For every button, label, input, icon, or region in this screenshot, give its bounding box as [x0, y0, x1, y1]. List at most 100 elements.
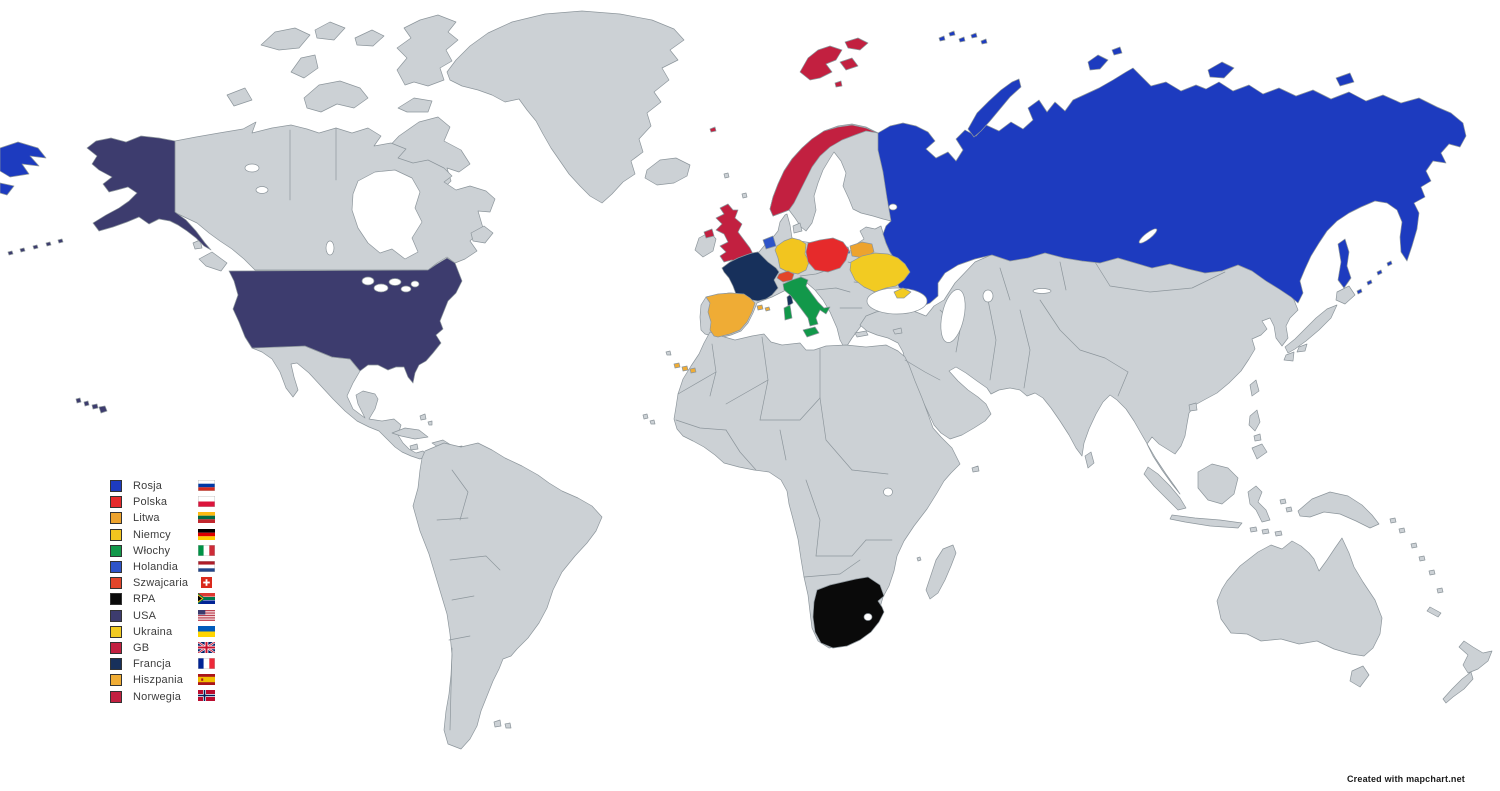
country-ukraine: [849, 252, 911, 293]
color-swatch: [110, 690, 122, 703]
country-russia-chukotka-west: [0, 141, 47, 196]
country-norway-jan-mayen: [709, 126, 717, 133]
banks-island: [290, 54, 319, 79]
legend-item-wlochy: Włochy: [110, 543, 240, 559]
legend-label: RPA: [133, 593, 156, 606]
falkland-islands: [493, 719, 512, 729]
legend-label: Litwa: [133, 512, 160, 525]
sumatra: [1143, 466, 1187, 511]
legend-label: Niemcy: [133, 528, 171, 541]
denmark-zealand: [792, 222, 803, 234]
country-ukraine-crimea: [893, 287, 912, 299]
water-overlays: [244, 163, 1158, 621]
great-lake: [373, 283, 389, 293]
country-gb-n-ireland: [703, 228, 715, 239]
country-italy-sardinia: [783, 304, 793, 321]
legend-label: Rosja: [133, 480, 163, 493]
great-lake: [410, 280, 420, 288]
color-swatch: [110, 480, 122, 493]
legend-label: Hiszpania: [133, 674, 184, 687]
sulawesi: [1247, 485, 1271, 523]
color-swatch: [110, 544, 122, 557]
hudson-bay: [351, 169, 423, 260]
flag-lithuania-icon: [198, 512, 215, 524]
country-netherlands: [762, 235, 777, 250]
country-gb: [715, 203, 755, 265]
legend-label: Francja: [133, 658, 172, 671]
color-swatch: [110, 641, 122, 654]
lesotho-hole: [863, 613, 873, 621]
new-caledonia: [1426, 606, 1442, 618]
lake-ladoga: [888, 203, 898, 211]
mexico-central-america: [251, 345, 428, 460]
color-swatch: [110, 496, 122, 509]
country-south-africa: [812, 576, 885, 649]
country-spain: [705, 292, 756, 338]
legend-label: USA: [133, 609, 157, 622]
madagascar: [925, 544, 957, 600]
flag-spain-icon: [198, 674, 215, 686]
legend-label: Polska: [133, 496, 168, 509]
flag-switzerland-icon: [201, 577, 212, 589]
legend-item-niemcy: Niemcy: [110, 527, 240, 543]
great-slave-lake: [255, 186, 269, 194]
lake-victoria: [883, 487, 893, 497]
country-russia-kurils: [1356, 260, 1393, 295]
country-usa-alaska: [86, 135, 212, 251]
legend-item-ukraina: Ukraina: [110, 624, 240, 640]
color-swatch: [110, 609, 122, 622]
legend-item-francja: Francja: [110, 656, 240, 672]
country-russia-novaya-zemlya: [967, 78, 1022, 138]
flag-france-icon: [198, 658, 215, 670]
legend-item-usa: USA: [110, 608, 240, 624]
crete: [854, 330, 869, 338]
legend-item-norwegia: Norwegia: [110, 688, 240, 704]
cape-verde: [642, 413, 656, 425]
hainan: [1188, 402, 1198, 412]
faroe-islands: [723, 172, 730, 179]
flag-uk-icon: [198, 641, 215, 653]
great-lake: [388, 278, 402, 286]
devon-island: [397, 97, 433, 113]
country-italy: [782, 276, 831, 327]
flag-netherlands-icon: [198, 560, 215, 572]
lesser-sunda: [1249, 526, 1283, 537]
legend-label: Ukraina: [133, 625, 173, 638]
japan: [1283, 285, 1356, 362]
legend-label: Szwajcaria: [133, 577, 189, 590]
tasmania: [1349, 665, 1370, 688]
lake-balkhash: [1032, 288, 1052, 294]
iceland: [644, 157, 691, 186]
country-lithuania: [849, 241, 875, 259]
legend-item-rpa: RPA: [110, 591, 240, 607]
legend-label: Norwegia: [133, 690, 182, 703]
lake-winnipeg: [325, 240, 335, 256]
flag-ukraine-icon: [198, 625, 215, 637]
caspian-sea: [940, 289, 966, 343]
color-swatch: [110, 674, 122, 687]
taiwan: [1249, 379, 1260, 397]
ellesmere-island: [396, 14, 459, 87]
great-lake: [361, 276, 375, 286]
melanesia-islands: [1389, 517, 1444, 594]
country-russia-sakhalin: [1337, 238, 1352, 289]
legend-item-szwajcaria: Szwajcaria: [110, 575, 240, 591]
legend-label: GB: [133, 641, 150, 654]
comoros: [916, 556, 922, 562]
legend: Rosja Polska Litwa Niemcy Włochy Holandi…: [110, 478, 240, 705]
philippines: [1248, 409, 1268, 460]
country-france: [721, 251, 780, 302]
lake-baikal: [1138, 228, 1158, 244]
color-swatch: [110, 561, 122, 574]
cyprus: [892, 327, 903, 335]
australia: [1216, 537, 1383, 657]
great-bear-lake: [244, 163, 260, 173]
color-swatch: [110, 528, 122, 541]
legend-item-rosja: Rosja: [110, 478, 240, 494]
color-swatch: [110, 577, 122, 590]
aral-sea: [982, 289, 994, 303]
country-poland: [805, 237, 850, 273]
mapchart-credit: Created with mapchart.net: [1346, 774, 1465, 784]
moluccas: [1279, 498, 1293, 513]
